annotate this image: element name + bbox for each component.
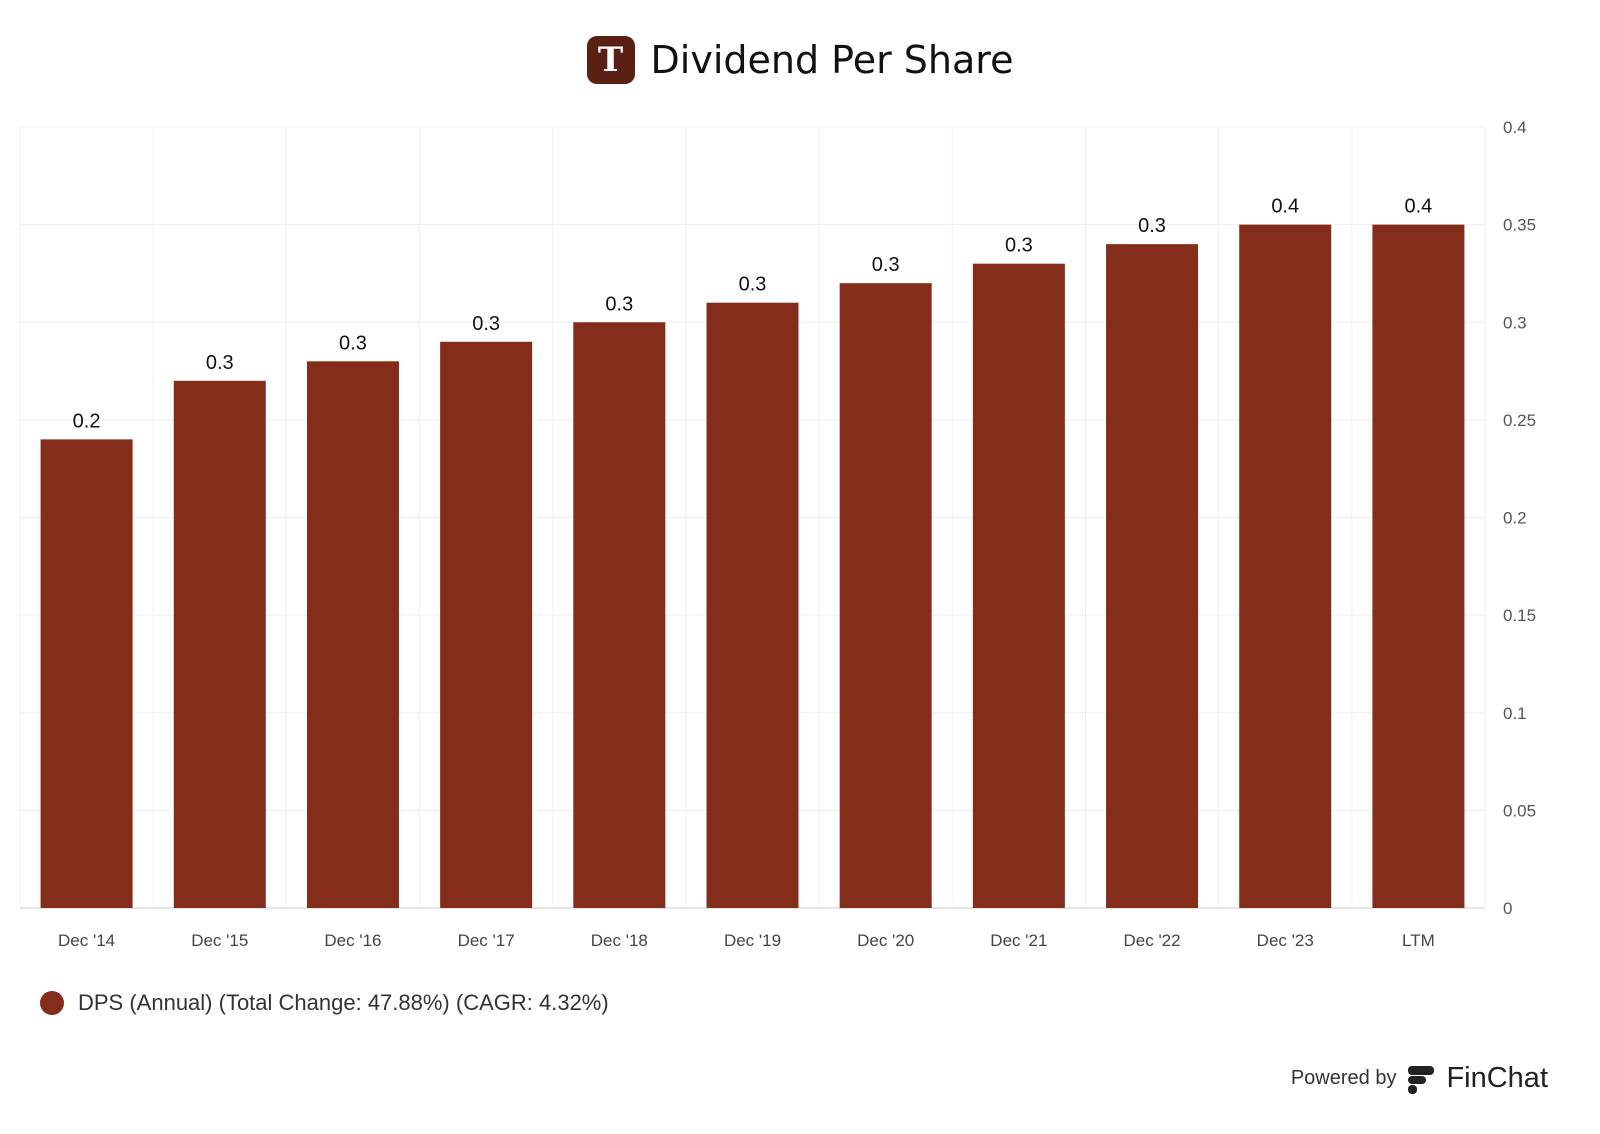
bar [1239,224,1332,908]
data-label: 0.4 [1405,196,1433,218]
x-tick-label: Dec '18 [591,931,648,950]
x-tick-label: Dec '14 [58,931,115,950]
x-tick-label: Dec '22 [1123,931,1180,950]
data-label: 0.3 [472,313,500,335]
bar [173,380,266,908]
x-tick-label: Dec '23 [1257,931,1314,950]
x-tick-label: Dec '21 [990,931,1047,950]
data-label: 0.3 [739,274,767,296]
x-tick-label: Dec '15 [191,931,248,950]
title-text: Dividend Per Share [650,38,1014,82]
data-label: 0.3 [605,293,633,315]
legend-label: DPS (Annual) (Total Change: 47.88%) (CAG… [78,990,609,1015]
y-tick-label: 0.35 [1503,216,1536,235]
x-tick-label: LTM [1402,931,1435,950]
data-label: 0.3 [339,332,367,354]
finchat-logo-icon [1406,1064,1436,1094]
bar [972,263,1065,908]
data-label: 0.3 [206,352,234,374]
data-label: 0.3 [1138,215,1166,237]
data-label: 0.2 [73,410,101,432]
bar [573,322,666,908]
company-logo: T [586,36,635,84]
y-tick-label: 0.25 [1503,411,1536,430]
y-tick-label: 0.1 [1503,704,1527,723]
legend-item[interactable]: DPS (Annual) (Total Change: 47.88%) (CAG… [40,990,609,1016]
bar [40,439,133,908]
x-tick-label: Dec '17 [458,931,515,950]
y-tick-label: 0.2 [1503,509,1527,528]
bar [1372,224,1465,908]
powered-by-finchat[interactable]: Powered by FinChat [1291,1062,1548,1095]
bar-chart: 0 0.05 0.1 0.15 0.2 0.25 0.3 0.35 0.4 0.2 Dec '14 0… [19,118,1536,950]
bar [1106,244,1199,908]
y-tick-label: 0.3 [1503,313,1527,332]
bar [839,283,932,908]
legend-marker-icon [40,991,64,1015]
bar [440,341,533,908]
x-tick-label: Dec '16 [324,931,381,950]
y-tick-label: 0 [1503,899,1512,918]
powered-by-label: Powered by [1290,1067,1397,1089]
data-label: 0.4 [1271,196,1299,218]
chart-title: T Dividend Per Share [0,36,1600,84]
finchat-brand: FinChat [1446,1062,1548,1094]
y-tick-label: 0.4 [1503,118,1527,137]
x-tick-label: Dec '19 [724,931,781,950]
bar [706,302,799,909]
x-tick-label: Dec '20 [857,931,914,950]
y-tick-label: 0.15 [1503,606,1536,625]
data-label: 0.3 [872,254,900,276]
y-tick-label: 0.05 [1503,801,1536,820]
bar [306,361,399,908]
data-label: 0.3 [1005,235,1033,257]
